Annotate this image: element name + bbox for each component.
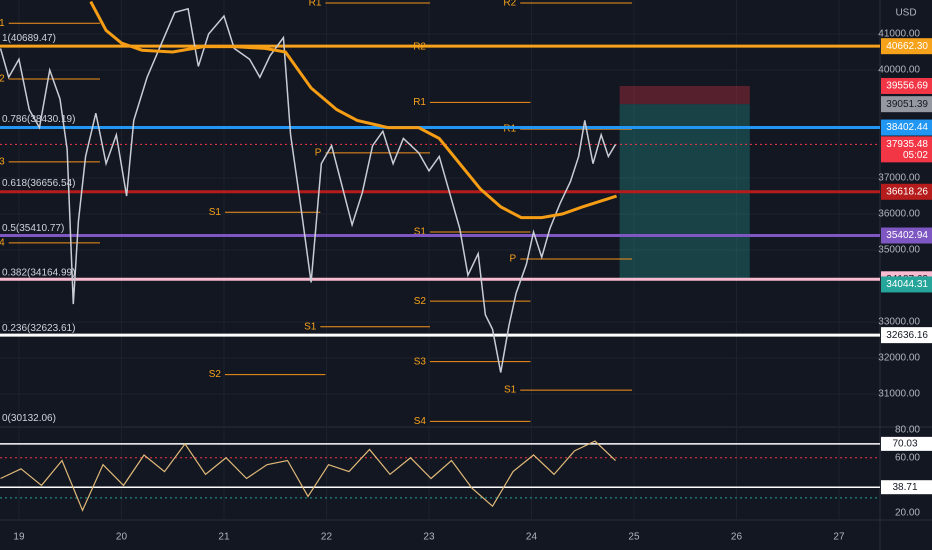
price-label: 39051.39 [886,99,928,110]
y-tick-label: 31000.00 [878,389,920,400]
moving-average [89,0,618,220]
countdown: 05:02 [903,150,928,161]
x-tick-label: 27 [833,532,845,543]
pivot-label: S3 [0,156,5,167]
price-label: 39556.69 [886,81,928,92]
y-tick-label: 32000.00 [878,353,920,364]
x-tick-label: 25 [628,532,640,543]
pivot-label: S1 [209,207,222,218]
pivot-label: S1 [0,18,5,29]
rsi-tick-label: 80.00 [895,425,920,436]
y-tick-label: 35000.00 [878,245,920,256]
y-tick-label: 41000.00 [878,29,920,40]
price-label: 35402.94 [886,230,928,241]
price-label-box [881,327,932,344]
pivot-label: S3 [414,356,427,367]
price-label-box [881,136,932,163]
price-label: 34044.31 [886,279,928,290]
price-label-box [881,38,932,55]
pivot-label: S4 [414,416,427,427]
fib-label: 0.382(34164.99) [2,268,75,279]
price-label: 37935.48 [886,139,928,150]
price-label: 32636.16 [886,330,928,341]
pivot-label: R1 [413,97,426,108]
rsi-label-box [881,480,932,495]
price-line [0,7,617,373]
fib-label: 1(40689.47) [2,33,56,44]
rsi-label-box [881,436,932,451]
fib-label: 0(30132.06) [2,413,56,424]
rsi-label: 70.03 [892,439,917,450]
price-label-box [881,96,932,113]
price-label: 38402.44 [886,122,928,133]
pivot-label: R1 [503,124,516,135]
pivot-label: R1 [309,0,322,9]
x-tick-label: 23 [423,532,435,543]
y-tick-label: 37000.00 [878,173,920,184]
pivot-label: P [315,147,322,158]
position-stop [619,85,750,105]
fib-label: 0.236(32623.61) [2,323,75,334]
x-tick-label: 19 [13,532,25,543]
fib-label: 0.618(36656.54) [2,178,75,189]
rsi-tick-label: 20.00 [895,508,920,519]
x-tick-label: 26 [731,532,743,543]
pivot-label: S2 [414,296,427,307]
x-tick-label: 21 [218,532,230,543]
x-tick-label: 20 [116,532,128,543]
price-label: 40662.30 [886,41,928,52]
price-label-box [881,77,932,94]
price-label: 36618.26 [886,186,928,197]
currency: USD [895,8,916,19]
price-label-box [881,183,932,200]
pivot-label: S2 [0,74,5,85]
x-tick-label: 24 [526,532,538,543]
price-label-box [881,227,932,244]
y-tick-label: 33000.00 [878,317,920,328]
pivot-label: S2 [209,369,222,380]
pivot-label: S1 [504,385,517,396]
price-label-box [881,119,932,136]
pivot-label: S1 [304,321,317,332]
rsi-line [0,440,616,512]
fib-label: 0.786(38430.19) [2,114,75,125]
y-tick-label: 40000.00 [878,65,920,76]
pivot-label: P [510,254,517,265]
rsi-tick-label: 60.00 [895,452,920,463]
pivot-label: S4 [0,237,5,248]
y-tick-label: 36000.00 [878,209,920,220]
fib-label: 0.5(35410.77) [2,223,64,234]
x-tick-label: 22 [321,532,333,543]
rsi-label: 38.71 [892,482,917,493]
pivot-label: S1 [414,227,427,238]
price-label-box [881,276,932,293]
pivot-label: R2 [503,0,516,9]
